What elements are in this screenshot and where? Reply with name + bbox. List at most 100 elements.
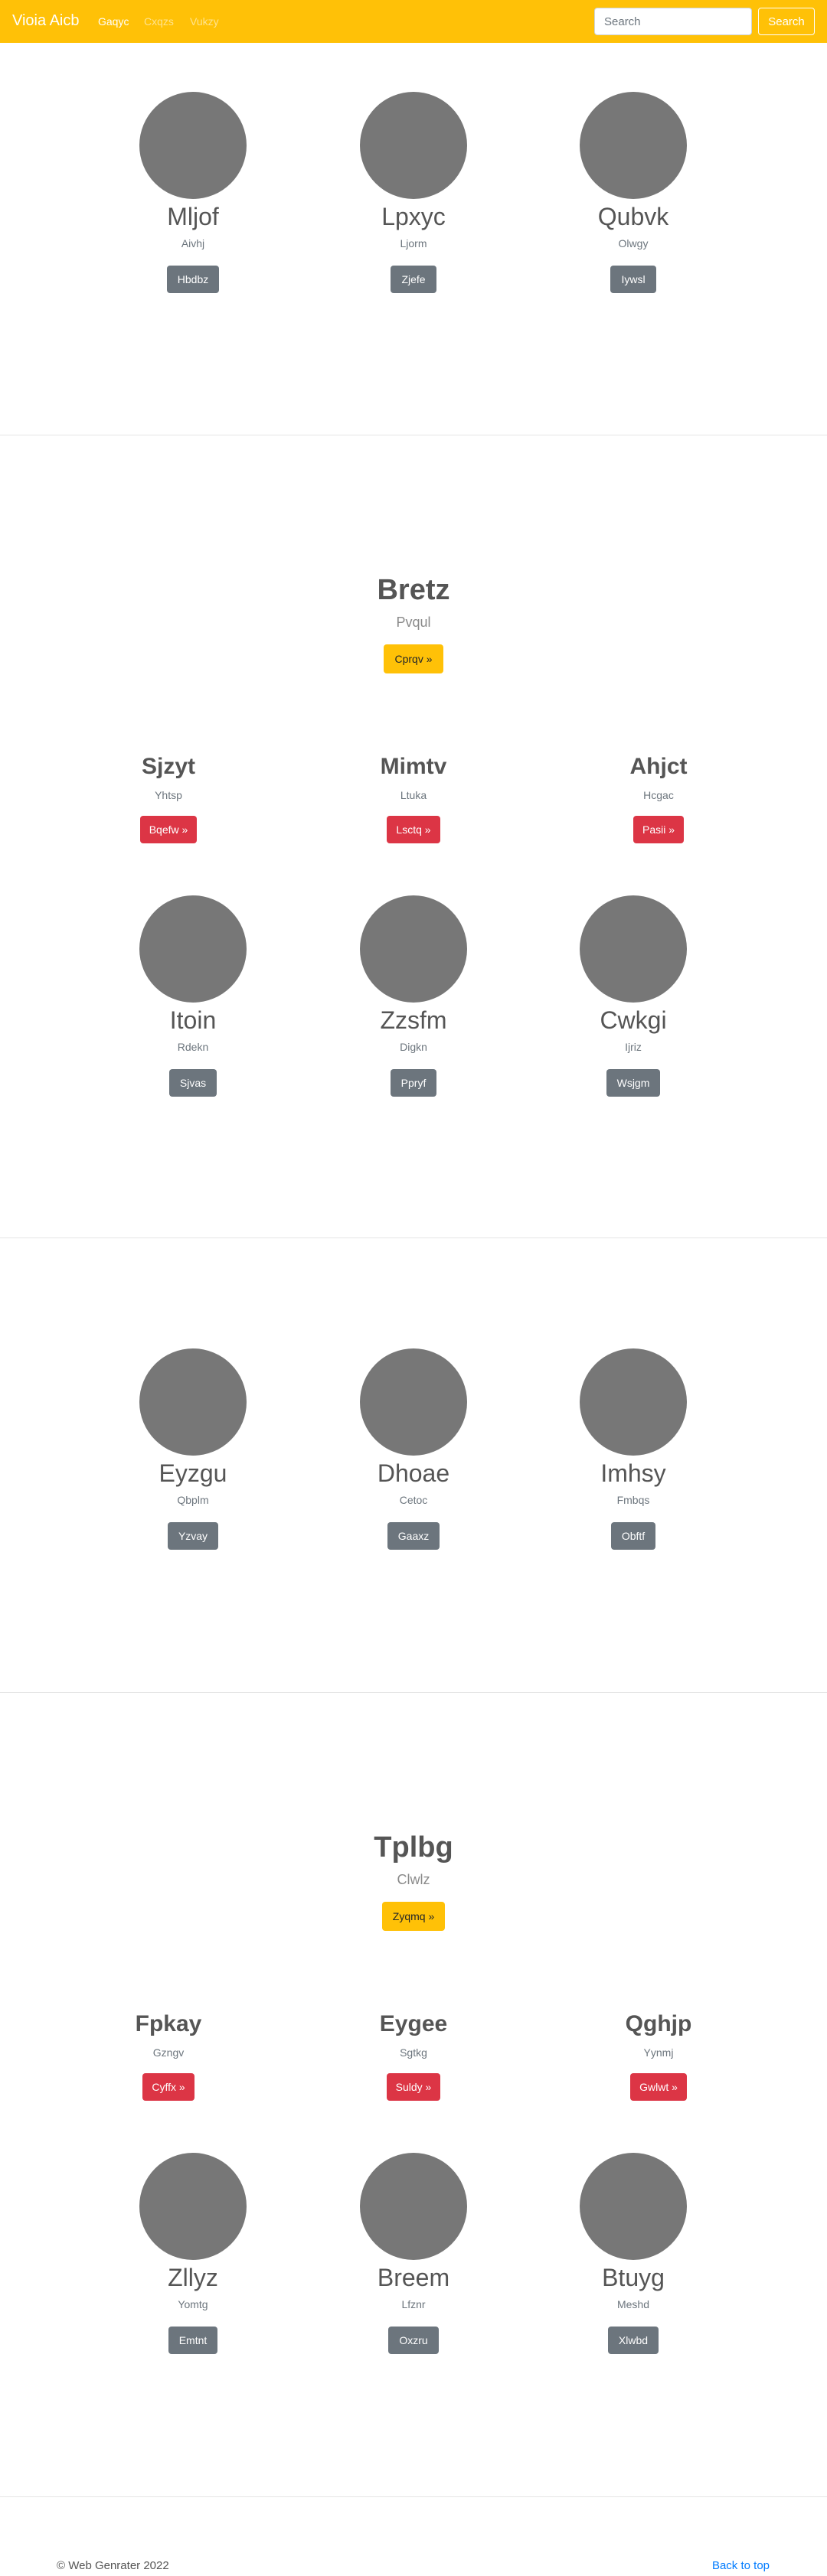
feature-title: Ahjct <box>629 754 688 779</box>
person-card: Zllyz Yomtg Emtnt <box>93 2153 293 2354</box>
person-button[interactable]: Ppryf <box>390 1069 437 1097</box>
feature-card: Ahjct Hcgac Pasii » <box>559 753 758 843</box>
person-button[interactable]: Xlwbd <box>607 2327 659 2354</box>
feature-card: Fpkay Gzngv Cyffx » <box>69 2010 268 2101</box>
avatar <box>360 895 467 1003</box>
avatar <box>139 895 247 1003</box>
section-divider <box>0 1237 827 1238</box>
person-subtitle: Ljorm <box>400 237 427 249</box>
feature-button[interactable]: Cyffx » <box>142 2073 194 2101</box>
nav-link-cxqzs[interactable]: Cxqzs <box>144 15 174 28</box>
hero-button[interactable]: Cprqv » <box>384 644 443 673</box>
person-subtitle: Fmbqs <box>616 1494 650 1506</box>
person-subtitle: Yomtg <box>178 2298 208 2310</box>
person-card: Lpxyc Ljorm Zjefe <box>314 92 513 293</box>
person-button[interactable]: Hbdbz <box>166 266 220 293</box>
avatar <box>580 895 687 1003</box>
person-button[interactable]: Sjvas <box>168 1069 217 1097</box>
person-name: Btuyg <box>602 2264 665 2291</box>
back-to-top-link[interactable]: Back to top <box>711 2559 770 2572</box>
avatar <box>139 2153 247 2260</box>
search-button[interactable]: Search <box>758 8 815 35</box>
hero-subtitle: Clwlz <box>397 1872 430 1887</box>
person-subtitle: Ijriz <box>625 1041 642 1053</box>
feature-title: Fpkay <box>135 2011 202 2036</box>
footer-copyright: © Web Genrater 2022 <box>57 2559 169 2572</box>
avatar <box>360 1348 467 1456</box>
person-subtitle: Rdekn <box>177 1041 209 1053</box>
feature-title: Sjzyt <box>141 754 196 779</box>
feature-button[interactable]: Suldy » <box>386 2073 441 2101</box>
person-name: Breem <box>377 2264 450 2291</box>
person-subtitle: Meshd <box>616 2298 650 2310</box>
hero-subtitle: Pvqul <box>396 615 431 630</box>
nav-link-vukzy[interactable]: Vukzy <box>190 15 219 28</box>
hero-title: Tplbg <box>374 1831 453 1864</box>
person-button[interactable]: Iywsl <box>610 266 656 293</box>
nav-link-gaqyc[interactable]: Gaqyc <box>98 15 129 28</box>
footer-divider <box>0 2496 827 2497</box>
feature-card: Eygee Sgtkg Suldy » <box>314 2010 513 2101</box>
avatar <box>580 2153 687 2260</box>
person-subtitle: Lfznr <box>401 2298 426 2310</box>
person-subtitle: Cetoc <box>399 1494 428 1506</box>
person-card: Eyzgu Qbplm Yzvay <box>93 1348 293 1550</box>
person-name: Imhsy <box>600 1459 666 1487</box>
person-card: Btuyg Meshd Xlwbd <box>534 2153 733 2354</box>
person-name: Cwkgi <box>600 1006 667 1034</box>
feature-subtitle: Ltuka <box>400 789 427 801</box>
person-button[interactable]: Obftf <box>610 1522 656 1550</box>
person-button[interactable]: Wsjgm <box>606 1069 661 1097</box>
person-card: Qubvk Olwgy Iywsl <box>534 92 733 293</box>
feature-subtitle: Yynmj <box>643 2046 674 2059</box>
feature-subtitle: Yhtsp <box>155 789 182 801</box>
feature-button[interactable]: Pasii » <box>633 816 685 843</box>
feature-title: Mimtv <box>380 754 447 779</box>
person-card: Cwkgi Ijriz Wsjgm <box>534 895 733 1097</box>
person-subtitle: Digkn <box>400 1041 427 1053</box>
feature-subtitle: Hcgac <box>643 789 674 801</box>
person-subtitle: Aivhj <box>181 237 205 249</box>
person-card: Breem Lfznr Oxzru <box>314 2153 513 2354</box>
person-name: Lpxyc <box>381 203 446 230</box>
person-card: Imhsy Fmbqs Obftf <box>534 1348 733 1550</box>
person-subtitle: Olwgy <box>618 237 649 249</box>
person-button[interactable]: Zjefe <box>391 266 436 293</box>
feature-subtitle: Sgtkg <box>400 2046 427 2059</box>
brand-link[interactable]: Vioia Aicb <box>12 12 80 29</box>
hero-button[interactable]: Zyqmq » <box>381 1902 446 1931</box>
section-divider <box>0 1692 827 1693</box>
feature-title: Qghjp <box>625 2011 692 2036</box>
feature-button[interactable]: Gwlwt » <box>630 2073 687 2101</box>
navbar: Vioia Aicb Gaqyc Cxqzs Vukzy Search <box>0 0 827 43</box>
feature-subtitle: Gzngv <box>152 2046 185 2059</box>
search-input[interactable] <box>594 8 752 35</box>
person-name: Zzsfm <box>380 1006 447 1034</box>
person-button[interactable]: Oxzru <box>388 2327 439 2354</box>
person-button[interactable]: Yzvay <box>167 1522 219 1550</box>
feature-card: Mimtv Ltuka Lsctq » <box>314 753 513 843</box>
feature-button[interactable]: Bqefw » <box>139 816 198 843</box>
avatar <box>360 2153 467 2260</box>
person-name: Itoin <box>169 1006 217 1034</box>
feature-card: Sjzyt Yhtsp Bqefw » <box>69 753 268 843</box>
avatar <box>139 1348 247 1456</box>
hero-title: Bretz <box>377 574 450 606</box>
person-card: Zzsfm Digkn Ppryf <box>314 895 513 1097</box>
person-subtitle: Qbplm <box>177 1494 209 1506</box>
avatar <box>360 92 467 199</box>
hero: Bretz Pvqul Cprqv » <box>0 572 827 673</box>
feature-title: Eygee <box>379 2011 448 2036</box>
avatar <box>580 92 687 199</box>
person-name: Zllyz <box>168 2264 218 2291</box>
person-card: Dhoae Cetoc Gaaxz <box>314 1348 513 1550</box>
person-button[interactable]: Emtnt <box>168 2327 218 2354</box>
avatar <box>139 92 247 199</box>
person-name: Dhoae <box>377 1459 450 1487</box>
person-name: Mljof <box>167 203 219 230</box>
person-name: Qubvk <box>597 203 669 230</box>
feature-button[interactable]: Lsctq » <box>387 816 440 843</box>
person-card: Itoin Rdekn Sjvas <box>93 895 293 1097</box>
person-button[interactable]: Gaaxz <box>387 1522 440 1550</box>
feature-card: Qghjp Yynmj Gwlwt » <box>559 2010 758 2101</box>
